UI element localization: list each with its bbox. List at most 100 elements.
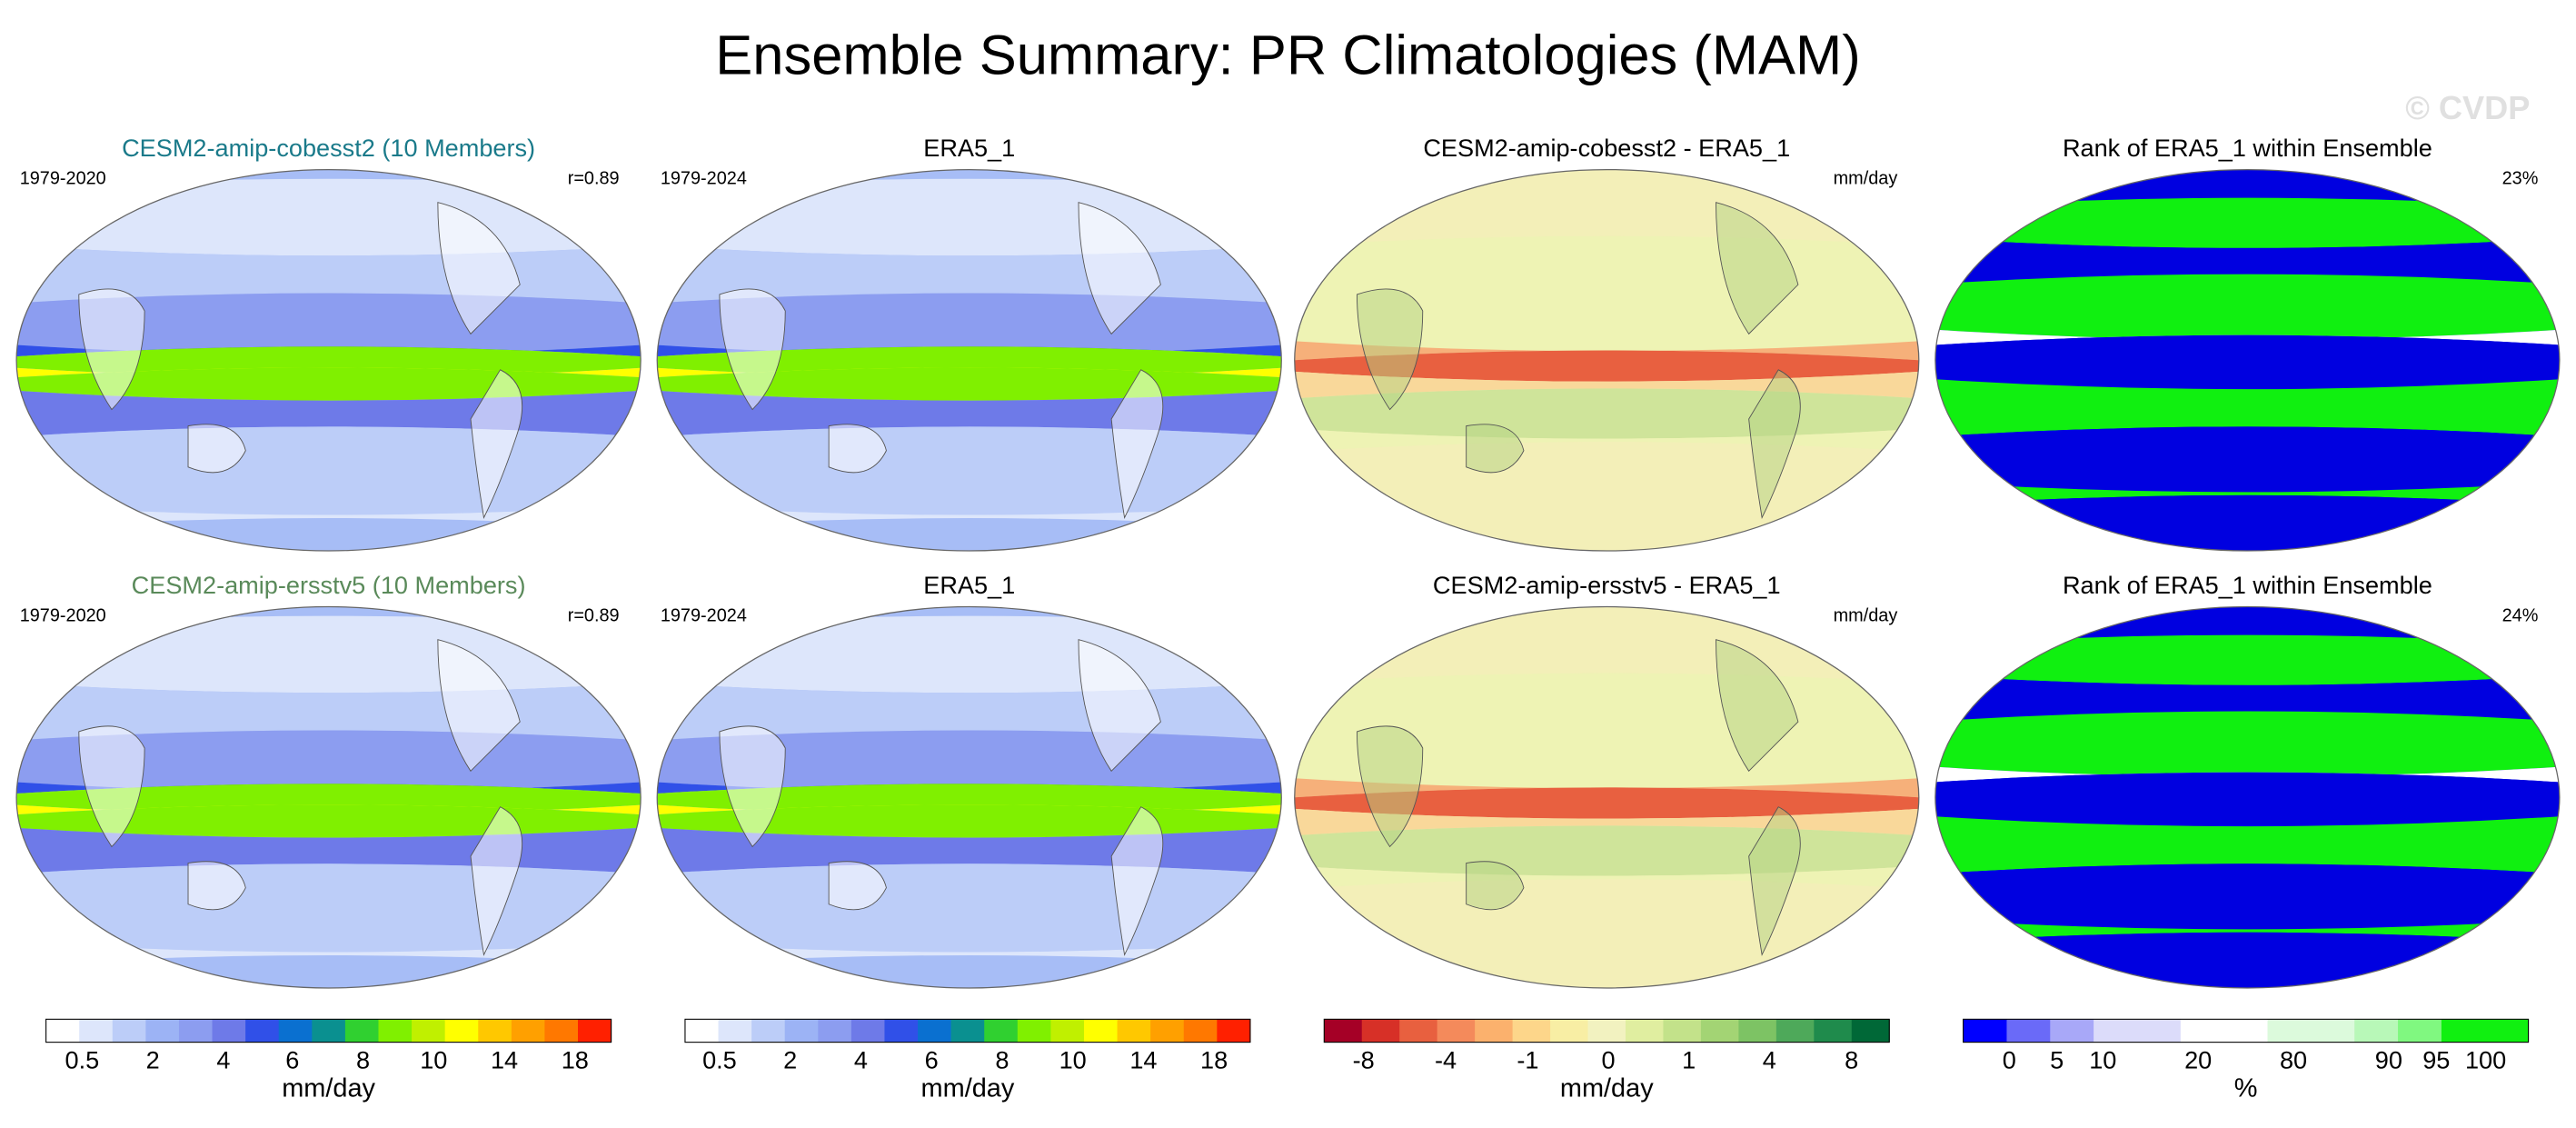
colorbar-swatch <box>212 1019 246 1043</box>
colorbar-swatch <box>2136 1019 2182 1043</box>
map-band <box>657 178 1282 256</box>
colorbar-swatch <box>718 1019 752 1043</box>
map-band <box>1294 350 1919 382</box>
colorbar-swatch <box>1814 1019 1853 1043</box>
map-band <box>657 863 1282 953</box>
colorbar-tick-label: 2 <box>146 1045 160 1073</box>
colorbar-swatch <box>1625 1019 1664 1043</box>
colorbar-frame <box>45 1018 612 1043</box>
colorbar-tick-label: 5 <box>2050 1045 2064 1073</box>
colorbar-swatch <box>2441 1019 2486 1043</box>
map-band <box>16 367 642 401</box>
panel-title: Rank of ERA5_1 within Ensemble <box>2063 134 2432 162</box>
colorbar-tick-label: -1 <box>1517 1045 1538 1073</box>
map-band <box>16 426 642 515</box>
map <box>657 169 1282 552</box>
colorbar-tick-label: 90 <box>2375 1045 2402 1073</box>
map <box>16 169 642 552</box>
continent <box>719 639 1164 956</box>
colorbar-tick-label: 0.5 <box>702 1045 737 1073</box>
map-band <box>1294 787 1919 819</box>
colorbar-label: % <box>2234 1074 2258 1103</box>
map-band <box>1934 334 2560 390</box>
map-band <box>657 942 1282 965</box>
map <box>1934 169 2560 552</box>
colorbar-swatch <box>444 1019 479 1043</box>
map-outline <box>15 605 642 989</box>
colorbar-tick-label: 10 <box>420 1045 447 1073</box>
map-band <box>1934 379 2560 437</box>
colorbar-swatch <box>1775 1019 1815 1043</box>
map-band <box>657 504 1282 528</box>
map-band <box>1934 482 2560 505</box>
panel-title: ERA5_1 <box>923 571 1015 599</box>
colorbar-swatch <box>784 1019 819 1043</box>
map-band <box>1294 808 1919 836</box>
panel-stat: mm/day <box>1834 606 1898 626</box>
panel-period: 1979-2020 <box>20 606 106 626</box>
map-band <box>1934 919 2560 943</box>
colorbar-swatch <box>1437 1019 1476 1043</box>
map-band <box>1934 863 2560 930</box>
map-band <box>1934 711 2560 777</box>
panel-stat: 23% <box>2502 169 2539 189</box>
map-band <box>1934 494 2560 538</box>
colorbar-swatch <box>850 1019 886 1043</box>
colorbar-tick-label: 18 <box>562 1045 589 1073</box>
colorbar-swatch <box>2006 1019 2051 1043</box>
map-band <box>1934 197 2560 248</box>
map-band <box>1294 865 1919 889</box>
colorbar-swatch <box>45 1019 80 1043</box>
colorbar-swatch <box>1587 1019 1626 1043</box>
colorbar-swatch <box>1399 1019 1438 1043</box>
colorbar-tick-label: 4 <box>216 1045 230 1073</box>
figure-title: Ensemble Summary: PR Climatologies (MAM) <box>715 25 1860 87</box>
colorbar-tick-label: 6 <box>925 1045 939 1073</box>
colorbar-frame <box>684 1018 1251 1043</box>
colorbar-tick-label: 4 <box>1763 1045 1776 1073</box>
panel-title: Rank of ERA5_1 within Ensemble <box>2063 571 2432 599</box>
colorbar-label: mm/day <box>282 1074 375 1103</box>
colorbar-swatch <box>578 1019 612 1043</box>
map-outline <box>1294 168 1920 552</box>
colorbar-tick-label: 8 <box>995 1045 1009 1073</box>
map-band <box>16 178 642 256</box>
map-outline <box>656 605 1282 989</box>
map-band <box>657 346 1282 378</box>
colorbar-swatch <box>312 1019 346 1043</box>
colorbar-swatch <box>278 1019 313 1043</box>
map-band <box>657 426 1282 515</box>
colorbar-swatch <box>1663 1019 1702 1043</box>
map-band <box>657 784 1282 815</box>
map-band <box>16 784 642 815</box>
map-outline <box>15 168 642 552</box>
map-outline <box>1934 605 2561 989</box>
map-band <box>16 942 642 965</box>
map-band <box>1934 772 2560 827</box>
map-band <box>1934 274 2560 340</box>
map-band <box>657 615 1282 694</box>
colorbar-tick-label: 1 <box>1682 1045 1696 1073</box>
colorbar-swatch <box>344 1019 380 1043</box>
map-outline <box>1934 168 2561 552</box>
colorbar-swatch <box>984 1019 1019 1043</box>
map-band <box>1934 238 2560 284</box>
continent <box>719 202 1164 519</box>
panel-period: 1979-2024 <box>661 606 747 626</box>
colorbar-swatch <box>1475 1019 1514 1043</box>
colorbar-tick-label: 95 <box>2422 1045 2450 1073</box>
colorbar-swatch <box>1050 1019 1085 1043</box>
panel-title: CESM2-amip-ersstv5 - ERA5_1 <box>1433 571 1781 599</box>
colorbar-swatch <box>2484 1019 2530 1043</box>
colorbar-swatch <box>918 1019 952 1043</box>
map <box>657 606 1282 988</box>
colorbar-swatch <box>245 1019 280 1043</box>
map-band <box>1934 426 2560 493</box>
colorbar-tick-label: 8 <box>356 1045 370 1073</box>
map-band <box>657 804 1282 838</box>
map-band <box>1934 816 2560 874</box>
panel-title: ERA5_1 <box>923 134 1015 162</box>
colorbar-tick-label: 2 <box>783 1045 797 1073</box>
colorbar-swatch <box>884 1019 919 1043</box>
